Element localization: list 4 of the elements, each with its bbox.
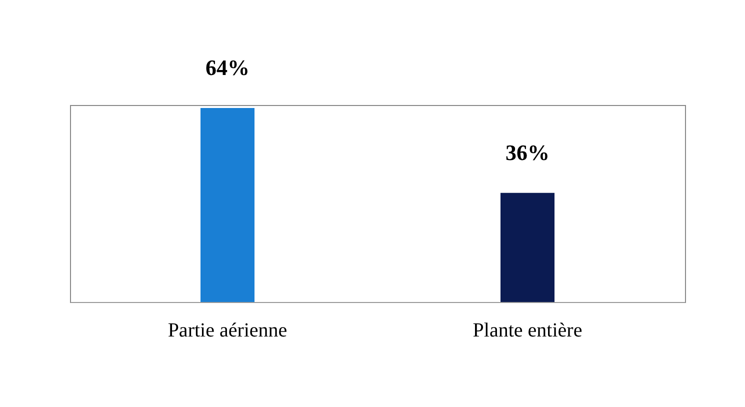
data-label: 36% <box>506 140 550 165</box>
x-tick-label: Partie aérienne <box>168 320 288 342</box>
x-tick-label: Plante entière <box>472 320 582 342</box>
data-label: 64% <box>206 55 250 80</box>
